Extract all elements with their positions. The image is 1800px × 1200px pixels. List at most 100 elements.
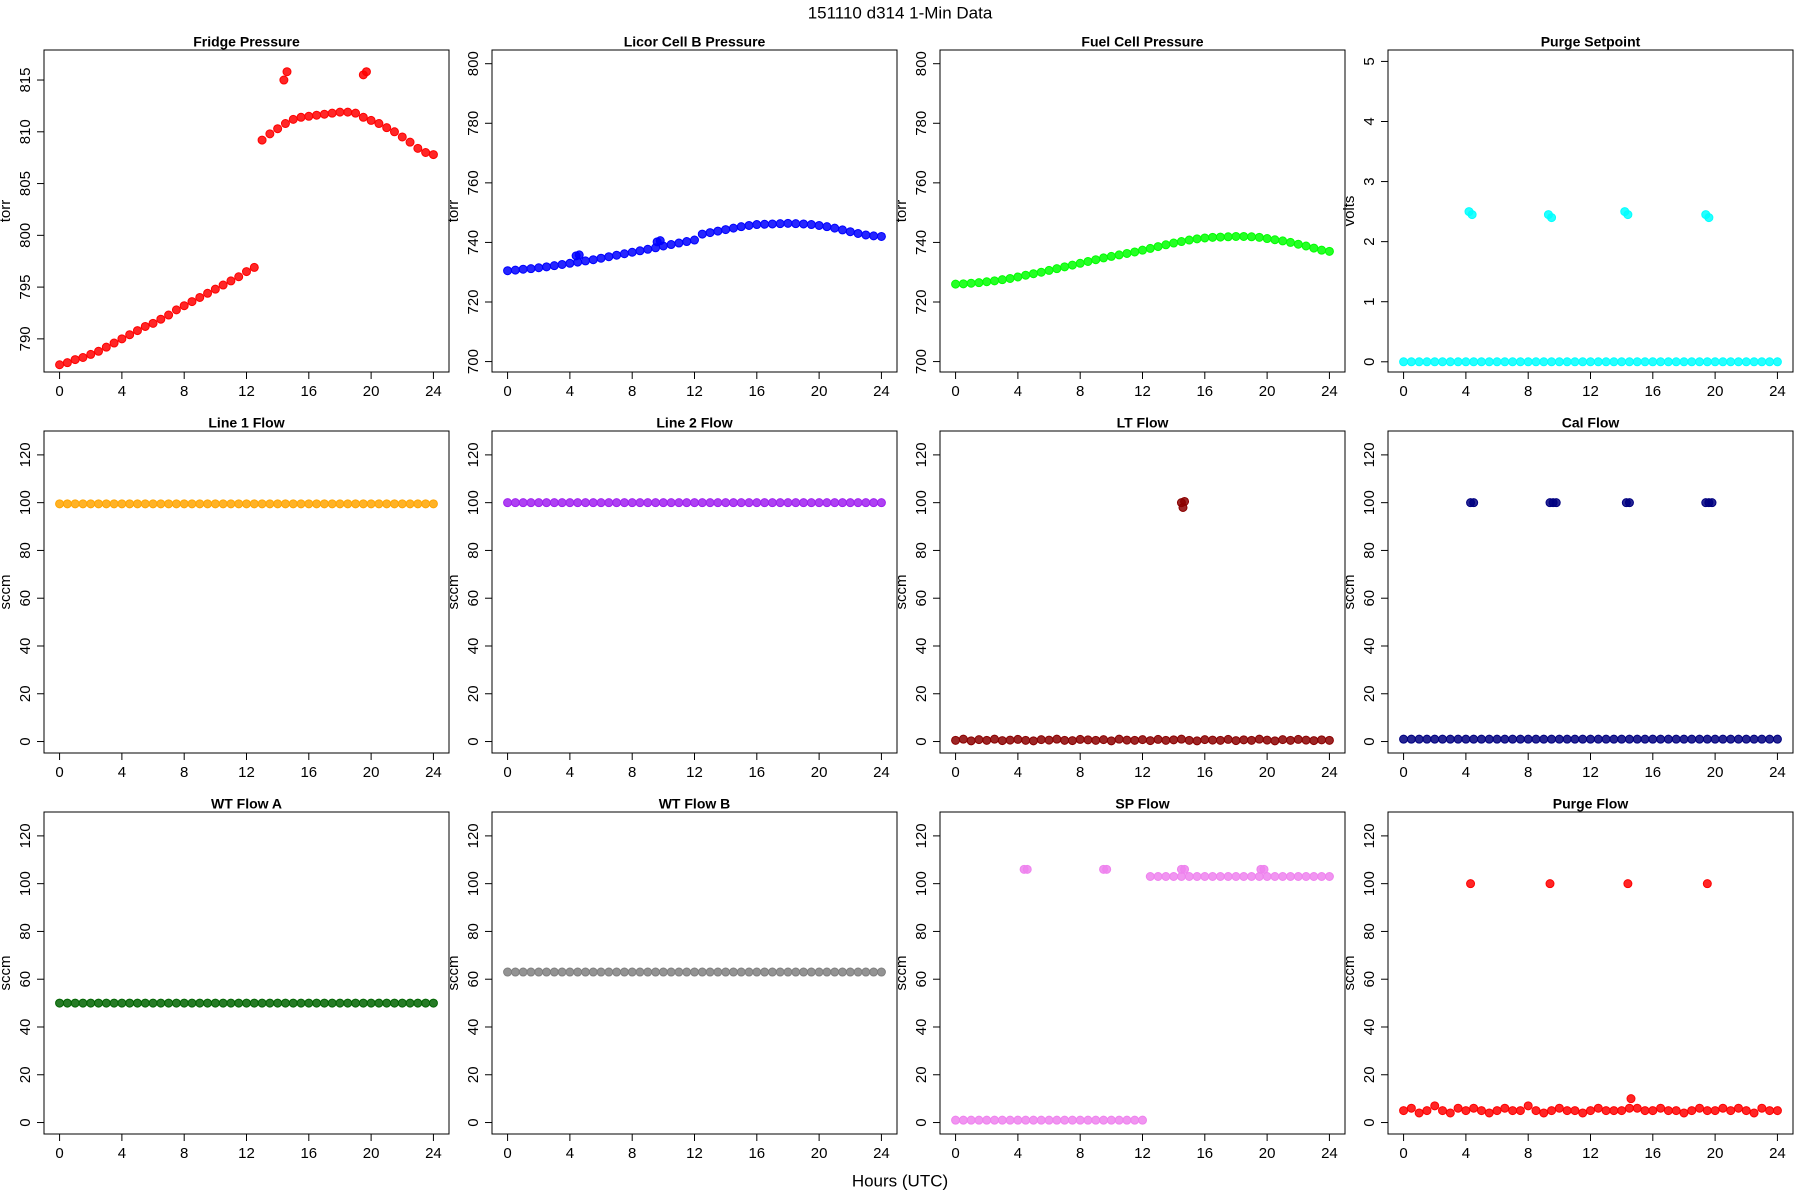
x-tick-label: 4 — [1014, 383, 1022, 400]
point — [1500, 1103, 1510, 1113]
point — [1601, 357, 1611, 367]
point — [1208, 735, 1218, 745]
x-tick-label: 24 — [873, 383, 890, 400]
point — [70, 998, 80, 1008]
point — [744, 967, 754, 977]
point — [1324, 871, 1334, 881]
y-tick-label: 0 — [17, 737, 34, 745]
point — [70, 499, 80, 509]
point — [1656, 1103, 1666, 1113]
y-tick-label: 100 — [1361, 871, 1378, 896]
x-tick-label: 0 — [951, 1145, 959, 1162]
point — [265, 499, 275, 509]
point — [1075, 258, 1085, 268]
y-tick-label: 120 — [913, 442, 930, 467]
point — [760, 498, 770, 508]
point — [319, 998, 329, 1008]
point — [382, 123, 392, 133]
y-tick-label: 40 — [17, 1019, 34, 1036]
point — [744, 498, 754, 508]
point — [1663, 357, 1673, 367]
plot-frame — [43, 49, 450, 373]
point — [1539, 1108, 1549, 1118]
panel: WT Flow B sccm 0 4 8 12 16 20 24 0 20 40 60 80 100 120 — [445, 796, 898, 1162]
point — [1052, 734, 1062, 744]
panel-title: Purge Setpoint — [1541, 34, 1641, 50]
point — [1570, 357, 1580, 367]
point — [728, 223, 738, 233]
point — [1687, 357, 1697, 367]
point — [1695, 1103, 1705, 1113]
point — [1547, 1106, 1557, 1116]
point — [853, 967, 863, 977]
panel-title: Line 2 Flow — [656, 415, 732, 431]
point — [1466, 879, 1476, 889]
point — [830, 967, 840, 977]
point — [1523, 357, 1533, 367]
point — [1702, 734, 1712, 744]
point — [1648, 1106, 1658, 1116]
point — [966, 736, 976, 746]
point — [1293, 239, 1303, 249]
point — [565, 967, 575, 977]
point — [574, 250, 584, 260]
point — [234, 272, 244, 282]
point — [705, 967, 715, 977]
point — [218, 998, 228, 1008]
point — [1317, 245, 1327, 255]
point — [997, 1115, 1007, 1125]
panel-title: WT Flow B — [659, 796, 731, 812]
point — [335, 499, 345, 509]
x-tick-label: 12 — [686, 1145, 703, 1162]
point — [1539, 734, 1549, 744]
panel: WT Flow A sccm 0 4 8 12 16 20 24 0 20 40 60 80 100 120 — [0, 796, 450, 1162]
point — [1138, 245, 1147, 255]
point — [1192, 234, 1202, 244]
point — [1200, 871, 1210, 881]
point — [1022, 864, 1032, 874]
point — [1309, 243, 1319, 253]
point — [814, 498, 824, 508]
point — [1648, 734, 1658, 744]
point — [1695, 734, 1705, 744]
point — [280, 998, 290, 1008]
point — [1180, 864, 1190, 874]
point — [791, 967, 801, 977]
point — [861, 967, 871, 977]
point — [1547, 734, 1557, 744]
point — [1192, 871, 1202, 881]
point — [210, 284, 220, 294]
point — [1122, 735, 1132, 745]
point — [658, 498, 668, 508]
point — [1130, 1115, 1140, 1125]
point — [1262, 234, 1272, 244]
y-tick-label: 20 — [17, 685, 34, 702]
point — [226, 276, 236, 286]
point — [265, 998, 275, 1008]
y-tick-label: 4 — [1361, 117, 1378, 125]
point — [1293, 871, 1303, 881]
point — [627, 967, 637, 977]
point — [1270, 871, 1280, 881]
point — [1765, 734, 1775, 744]
point — [304, 499, 314, 509]
point — [674, 967, 684, 977]
point — [845, 967, 855, 977]
x-tick-label: 4 — [118, 1145, 126, 1162]
point — [1656, 734, 1666, 744]
point — [666, 967, 676, 977]
point — [1508, 357, 1518, 367]
y-axis-title: sccm — [893, 575, 910, 610]
point — [1430, 1101, 1440, 1111]
y-tick-label: 120 — [17, 823, 34, 848]
point — [635, 498, 645, 508]
point — [876, 498, 886, 508]
point — [549, 261, 559, 271]
point — [1106, 251, 1116, 261]
point — [1663, 734, 1673, 744]
point — [1176, 734, 1186, 744]
y-tick-label: 40 — [1361, 1019, 1378, 1036]
point — [510, 967, 520, 977]
point — [1215, 232, 1225, 242]
y-tick-label: 60 — [17, 971, 34, 988]
